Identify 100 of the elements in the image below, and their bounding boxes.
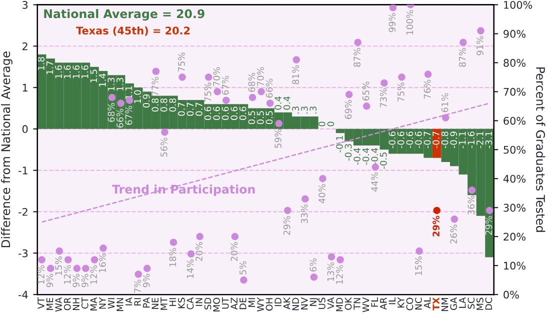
data-label: 0.9 <box>142 94 150 108</box>
data-label: 0.7 <box>186 102 194 116</box>
data-label: 61% <box>441 93 448 112</box>
y-axis-title: Difference from National Average <box>1 52 12 248</box>
data-label: 1.3 <box>108 78 115 91</box>
x-tick-label: WY <box>257 297 264 312</box>
y2-tick-label: 10% <box>504 262 526 270</box>
data-label: 9% <box>142 274 150 288</box>
data-label: 70% <box>213 67 220 86</box>
data-label: 0.6 <box>213 106 220 120</box>
x-tick-label: MI <box>248 298 255 307</box>
data-label: 66% <box>116 108 124 128</box>
x-tick-label: MD <box>336 298 343 312</box>
data-label: 0.5 <box>266 111 273 124</box>
x-tick-label: ID <box>274 298 282 306</box>
data-label: 0.5 <box>257 111 264 124</box>
data-label: 0 <box>327 122 334 126</box>
data-label: -0.4 <box>371 148 378 165</box>
x-tick-label: UT <box>222 297 229 309</box>
x-tick-label: NV <box>301 297 308 310</box>
data-label: 1.6 <box>72 65 80 78</box>
x-tick-label: CT <box>81 297 88 309</box>
data-label: 0.7 <box>196 102 202 116</box>
data-label: 40% <box>318 184 326 204</box>
x-tick-label: US <box>318 298 326 309</box>
data-label: 75% <box>204 82 212 102</box>
y2-tick-label: 0% <box>504 290 519 299</box>
data-label: 100% <box>406 10 414 35</box>
y2-tick-label: 60% <box>504 116 526 125</box>
y-tick-label: -1 <box>18 166 28 174</box>
x-tick-label: FL <box>371 297 378 307</box>
x-tick-label: KS <box>178 298 185 308</box>
data-label: 1.4 <box>99 74 106 86</box>
x-tick-label: AK <box>284 297 290 310</box>
y2-tick-label: 30% <box>504 204 526 212</box>
data-label: 0.6 <box>230 106 238 120</box>
data-label: 15% <box>55 256 62 276</box>
x-tick-label: TN <box>354 298 360 310</box>
data-label: 0.7 <box>178 102 185 116</box>
y2-tick-label: 100% <box>504 0 532 9</box>
y-tick-label: 0 <box>22 125 28 134</box>
data-label: 0.4 <box>283 96 290 110</box>
x-tick-label: MN <box>116 298 124 311</box>
data-label: 12% <box>336 265 343 284</box>
y2-tick-label: 70% <box>504 88 526 96</box>
data-label: -0.4 <box>354 148 360 165</box>
x-tick-label: MO <box>213 298 220 312</box>
data-label: 20% <box>230 242 238 261</box>
data-label: 6% <box>310 258 317 272</box>
x-tick-label: MT <box>160 297 168 310</box>
x-tick-label: IA <box>125 297 132 306</box>
x-tick-label: ME <box>46 298 54 310</box>
data-label: .3 <box>310 106 317 114</box>
data-label: 66% <box>266 78 273 98</box>
data-label: 75% <box>178 52 185 72</box>
data-label: 68% <box>248 72 256 92</box>
x-tick-label: IL <box>388 297 396 304</box>
y-tick-label: 3 <box>22 0 28 9</box>
x-tick-label: AZ <box>230 298 238 310</box>
x-tick-label: VT <box>38 297 44 309</box>
data-label: 13% <box>327 262 334 281</box>
x-tick-label: SD <box>204 298 212 310</box>
x-tick-label: AR <box>380 298 387 310</box>
y2-tick-label: 90% <box>504 30 526 38</box>
data-label: -3.1 <box>485 132 492 148</box>
x-tick-label: OH <box>266 298 273 311</box>
data-label: 0 <box>318 122 326 126</box>
x-tick-label: RI <box>134 298 141 306</box>
data-label: 12% <box>38 265 44 284</box>
x-tick-label: PA <box>143 297 150 308</box>
y-tick-label: 1 <box>22 84 28 92</box>
x-tick-label: NC <box>415 298 422 310</box>
data-label: 36% <box>468 196 475 215</box>
data-label: 0.8 <box>169 98 176 112</box>
data-label: 0.6 <box>239 106 246 120</box>
data-label: 99% <box>388 13 396 32</box>
data-label: 1.5 <box>90 70 98 82</box>
data-label: 0.6 <box>204 106 212 120</box>
x-tick-label: CA <box>186 297 194 310</box>
y-tick-label: 2 <box>22 42 28 50</box>
data-label: -0.3 <box>344 144 352 161</box>
data-label: 29% <box>432 216 440 236</box>
y2-axis-title: Percent of Graduates Tested <box>536 68 546 232</box>
data-label: -0.8 <box>441 132 448 148</box>
data-label: 56% <box>160 138 168 157</box>
x-tick-label: KY <box>398 297 404 308</box>
data-label: 91% <box>476 36 484 56</box>
data-label: 18% <box>169 248 176 266</box>
data-label: -2.1 <box>476 132 484 148</box>
data-label: 1.6 <box>81 65 88 78</box>
data-label: 5% <box>239 261 246 274</box>
data-label: -0.5 <box>380 152 387 169</box>
data-label: 0.8 <box>160 98 168 112</box>
data-label: 26% <box>450 224 458 244</box>
x-tick-label: WV <box>362 297 370 312</box>
data-label: -0.6 <box>398 132 404 148</box>
data-label: 1.8 <box>38 57 44 70</box>
data-label: 75% <box>398 82 404 102</box>
data-label: -0.6 <box>406 132 414 148</box>
data-label: 81% <box>292 65 299 84</box>
